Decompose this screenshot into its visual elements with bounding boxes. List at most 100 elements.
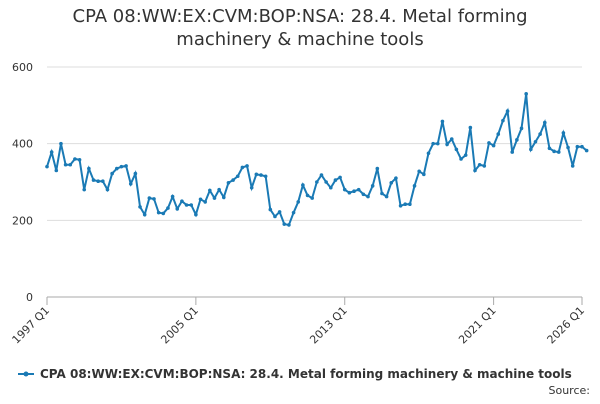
data-point (161, 211, 166, 216)
chart-title: CPA 08:WW:EX:CVM:BOP:NSA: 28.4. Metal fo… (73, 6, 528, 50)
data-point (91, 178, 96, 182)
data-point (133, 171, 138, 176)
data-point (268, 207, 273, 212)
data-point (87, 166, 91, 171)
data-point (380, 191, 384, 196)
data-point (361, 192, 366, 197)
data-point (249, 185, 254, 190)
data-point (389, 180, 394, 185)
data-point (45, 164, 49, 169)
data-point (254, 172, 259, 177)
data-point (547, 146, 552, 151)
data-point (570, 164, 575, 168)
data-point (431, 141, 435, 146)
y-tick-label: 200 (12, 214, 33, 227)
data-point (68, 162, 73, 167)
y-tick-label: 600 (12, 61, 33, 74)
source-label: Source: (549, 384, 591, 397)
data-point (301, 183, 305, 187)
data-point (221, 195, 226, 200)
data-point (561, 131, 566, 135)
data-point (124, 164, 128, 168)
data-point (328, 185, 333, 190)
data-point (259, 173, 263, 177)
data-point (287, 223, 291, 227)
data-point (510, 150, 515, 154)
data-point (245, 164, 249, 168)
data-point (128, 182, 133, 186)
data-point (73, 157, 77, 161)
data-line (46, 93, 588, 227)
data-point (422, 172, 426, 177)
data-point (194, 212, 198, 217)
data-point (198, 197, 203, 202)
data-point (556, 150, 561, 154)
data-point (426, 151, 431, 156)
x-tick-label: 2021 Q1 (456, 304, 499, 347)
data-point (296, 200, 301, 204)
data-point (189, 203, 194, 207)
data-point (533, 139, 538, 144)
data-point (138, 205, 142, 209)
data-point (529, 147, 533, 152)
x-tick-label: 2026 Q1 (545, 304, 588, 347)
data-point (519, 126, 524, 131)
data-point (542, 120, 547, 125)
data-point (352, 189, 356, 193)
data-point (463, 153, 468, 157)
data-point (166, 206, 170, 210)
data-point (501, 118, 505, 123)
data-point (338, 175, 342, 180)
data-point (370, 184, 375, 188)
y-tick-label: 0 (26, 291, 33, 304)
data-point (273, 214, 277, 219)
data-point (403, 202, 408, 207)
data-point (468, 125, 473, 130)
data-point (101, 179, 105, 184)
data-point (491, 143, 496, 148)
data-point (184, 203, 189, 207)
data-point (59, 141, 63, 146)
data-point (170, 194, 175, 199)
data-point (538, 132, 542, 136)
data-point (319, 173, 324, 177)
data-point (212, 196, 217, 200)
data-point (482, 164, 487, 168)
data-point (356, 187, 361, 192)
y-tick-label: 400 (12, 138, 33, 151)
data-point (142, 212, 147, 217)
data-point (435, 141, 440, 146)
data-point (263, 174, 268, 179)
data-point (152, 197, 156, 201)
data-point (231, 178, 235, 182)
data-point (277, 210, 282, 214)
data-point (324, 180, 328, 184)
x-tick-label: 2013 Q1 (307, 304, 350, 347)
data-point (375, 166, 380, 171)
data-point (49, 150, 54, 154)
legend-marker (23, 371, 29, 377)
data-point (105, 187, 110, 192)
data-point (449, 137, 454, 141)
data-point (473, 168, 477, 173)
data-point (282, 222, 287, 226)
data-point (584, 148, 589, 153)
data-point (454, 147, 459, 152)
data-point (156, 210, 161, 215)
data-point (552, 149, 556, 154)
data-point (417, 169, 421, 174)
data-point (477, 162, 482, 167)
data-point (412, 184, 417, 188)
data-point (408, 202, 412, 207)
data-point (440, 119, 445, 124)
data-point (366, 194, 370, 199)
data-point (226, 180, 231, 185)
data-point (240, 165, 245, 170)
data-point (110, 171, 114, 176)
data-point (96, 179, 100, 184)
data-point (394, 176, 398, 180)
data-point (305, 193, 310, 198)
data-point (524, 92, 528, 96)
data-point (175, 207, 180, 211)
